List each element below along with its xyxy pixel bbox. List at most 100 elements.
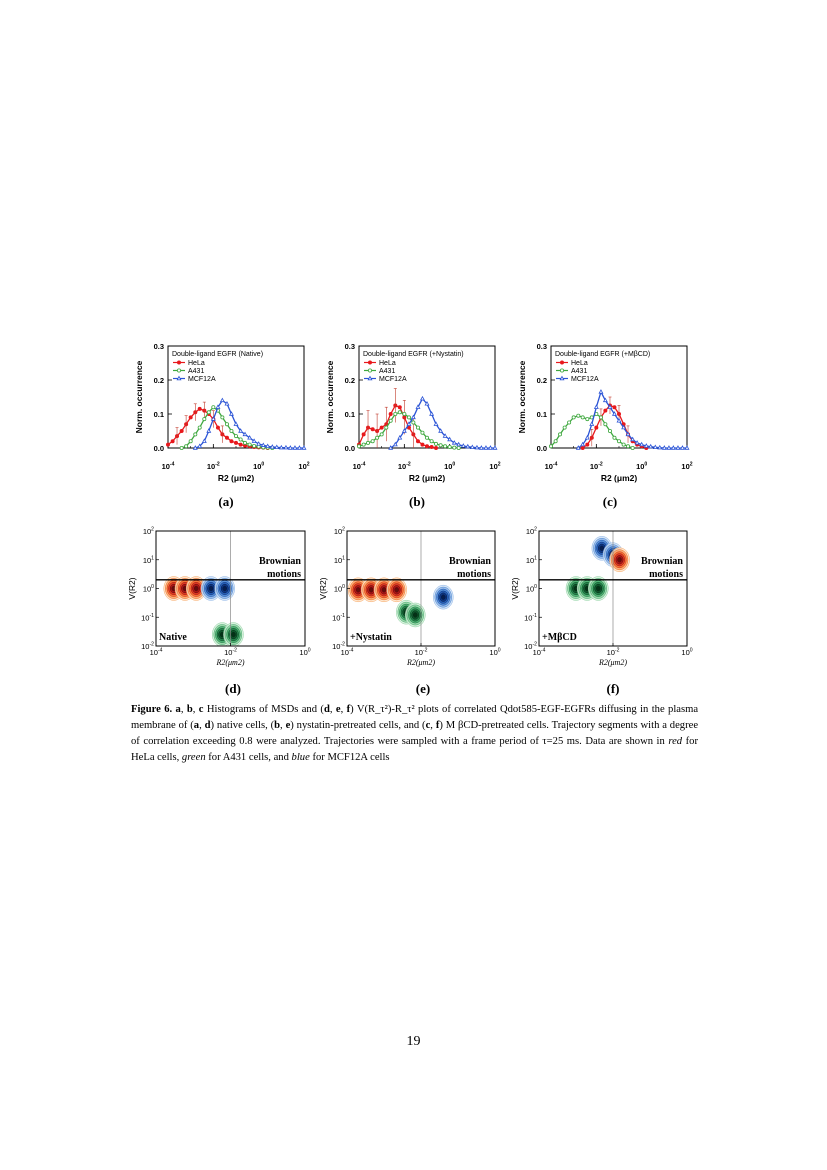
histogram-panel: 0.0 0.1 0.2 0.3 10-4 10-2 100 102 Norm. occurren… [517, 342, 693, 509]
data-point [247, 434, 253, 440]
legend-marker [176, 360, 181, 365]
data-point [652, 444, 658, 450]
data-point [224, 400, 230, 406]
data-point [202, 417, 207, 422]
contour-group [565, 536, 630, 601]
data-point [296, 445, 302, 450]
data-point [474, 444, 480, 450]
contour-level [193, 585, 199, 592]
data-point [243, 440, 248, 445]
caption-segment: , [280, 720, 286, 731]
condition-label: +Nystatin [350, 632, 392, 643]
y-tick-label: 0.1 [154, 410, 164, 419]
data-point [571, 415, 576, 420]
y-axis-label: Norm. occurrence [325, 360, 335, 433]
data-point [433, 421, 439, 426]
data-point [242, 431, 248, 437]
data-point [252, 443, 257, 448]
caption-segment: ) V(R_τ²)-R_τ² plots of correlated Qdot5… [131, 704, 699, 731]
y-tick-label: 0.1 [537, 410, 547, 419]
data-point [278, 444, 284, 450]
data-point [197, 406, 202, 411]
x-axis-label: R2(μm2) [406, 658, 435, 667]
contour-group [347, 577, 454, 628]
caption-segment: red [668, 736, 683, 747]
data-point [392, 441, 398, 447]
data-point [575, 445, 581, 450]
data-point [607, 404, 613, 409]
data-point [215, 404, 221, 409]
data-point [393, 411, 398, 416]
caption-segment: d [323, 704, 330, 715]
data-point [580, 441, 586, 447]
data-point [553, 439, 558, 444]
data-point [580, 415, 585, 420]
x-tick-label: 100 [299, 648, 310, 657]
x-axis-label: R2 (μm2) [409, 473, 446, 483]
data-point [188, 415, 193, 420]
caption-segment: f [346, 704, 351, 715]
data-point [411, 420, 416, 425]
legend-marker [560, 368, 565, 373]
data-point [429, 439, 434, 444]
data-point [603, 408, 608, 413]
figure-caption: Figure 6. a, b, c Histograms of MSDs and… [131, 702, 698, 766]
data-point [283, 444, 289, 450]
data-point [679, 445, 685, 450]
data-point [429, 411, 435, 416]
data-point [211, 405, 216, 410]
data-point [201, 438, 207, 443]
caption-segment: e [335, 704, 341, 715]
panel-letter: (a) [218, 494, 233, 509]
data-point [603, 422, 608, 427]
page-number: 19 [406, 1034, 421, 1049]
data-point [621, 442, 626, 447]
caption-segment: , [329, 704, 336, 715]
y-tick-label: 102 [143, 527, 154, 536]
data-point [269, 444, 275, 449]
data-point [165, 442, 170, 447]
data-point [265, 443, 271, 448]
annotation-line: motions [649, 569, 683, 580]
y-tick-label: 0.2 [154, 376, 164, 385]
y-axis-label: V(R2) [318, 577, 328, 599]
data-point [483, 445, 489, 450]
data-point [469, 444, 475, 450]
caption-segment: for HeLa cells, [131, 736, 698, 763]
y-tick-label: 10-2 [332, 642, 345, 651]
legend-label: A431 [379, 368, 395, 375]
data-point [661, 445, 667, 450]
caption-segment: for A431 cells, and [205, 752, 292, 763]
data-point [379, 432, 384, 437]
data-point [420, 442, 425, 447]
legend-label: MCF12A [379, 376, 407, 383]
data-point [179, 428, 184, 433]
y-tick-label: 100 [334, 584, 345, 593]
legend-label: HeLa [571, 360, 588, 367]
data-point [292, 445, 298, 450]
y-tick-label: 10-1 [332, 613, 345, 622]
x-axis-label: R2(μm2) [598, 658, 627, 667]
data-point [643, 443, 649, 448]
y-tick-label: 101 [334, 555, 345, 564]
data-point [611, 411, 617, 416]
data-point [420, 430, 425, 435]
y-tick-label: 0.0 [345, 444, 355, 453]
x-tick-label: 10-4 [353, 462, 366, 471]
caption-segment: c [198, 704, 204, 715]
x-axis-label: R2(μm2) [215, 658, 244, 667]
data-point [397, 405, 402, 410]
contour-level [617, 557, 622, 563]
data-point [379, 425, 384, 430]
data-point [639, 441, 645, 447]
caption-segment: Histograms of MSDs and ( [203, 704, 324, 715]
data-point [424, 444, 429, 449]
data-point [675, 445, 681, 450]
contour-level [222, 585, 227, 592]
data-point [630, 436, 636, 442]
x-tick-label: 100 [489, 648, 500, 657]
legend-marker [559, 375, 565, 381]
data-point [621, 424, 627, 430]
data-point [192, 445, 198, 450]
data-point [626, 444, 631, 449]
